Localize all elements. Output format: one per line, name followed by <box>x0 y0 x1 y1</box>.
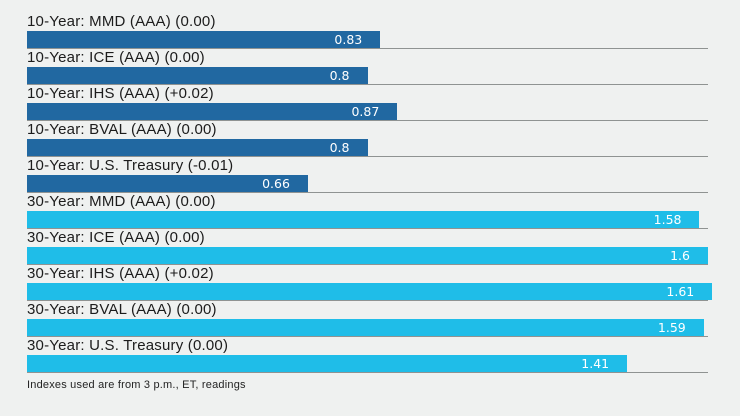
chart-row: 10-Year: MMD (AAA) (0.00) 0.83 <box>27 13 708 49</box>
bar: 0.87 <box>27 103 398 120</box>
chart-row: 30-Year: U.S. Treasury (0.00) 1.41 <box>27 337 708 373</box>
bar-track: 0.83 <box>27 31 708 49</box>
chart-rows: 10-Year: MMD (AAA) (0.00) 0.83 10-Year: IC… <box>27 13 740 373</box>
bar: 0.8 <box>27 139 368 156</box>
bar: 1.61 <box>27 283 713 300</box>
bar-category-label: 10-Year: U.S. Treasury (-0.01) <box>27 157 234 174</box>
chart-row: 30-Year: ICE (AAA) (0.00) 1.6 <box>27 229 708 265</box>
bar-track: 1.61 <box>27 283 713 301</box>
bar-track: 0.66 <box>27 175 708 193</box>
bar-category-label: 10-Year: ICE (AAA) (0.00) <box>27 49 205 66</box>
bar-value-label: 1.6 <box>670 248 690 263</box>
bar: 1.41 <box>27 355 628 372</box>
bar: 0.83 <box>27 31 381 48</box>
chart-row: 10-Year: IHS (AAA) (+0.02) 0.87 <box>27 85 708 121</box>
bar-value-label: 0.8 <box>329 68 350 83</box>
bar-value-label: 1.41 <box>581 356 610 371</box>
chart-row: 30-Year: IHS (AAA) (+0.02) 1.61 <box>27 265 713 301</box>
bar: 0.8 <box>27 67 368 84</box>
bar-category-label: 30-Year: MMD (AAA) (0.00) <box>27 193 216 210</box>
chart-row: 30-Year: BVAL (AAA) (0.00) 1.59 <box>27 301 708 337</box>
bar-value-label: 1.61 <box>666 284 695 299</box>
bar-track: 0.87 <box>27 103 708 121</box>
bar-category-label: 10-Year: IHS (AAA) (+0.02) <box>27 85 214 102</box>
bar-category-label: 30-Year: ICE (AAA) (0.00) <box>27 229 205 246</box>
bar-category-label: 10-Year: MMD (AAA) (0.00) <box>27 13 216 30</box>
bar: 1.6 <box>27 247 708 264</box>
bar-value-label: 1.59 <box>657 320 686 335</box>
bar-track: 1.58 <box>27 211 708 229</box>
chart-footnote: Indexes used are from 3 p.m., ET, readin… <box>27 379 246 391</box>
bar-track: 1.59 <box>27 319 708 337</box>
bar-value-label: 0.66 <box>262 176 290 191</box>
chart-row: 30-Year: MMD (AAA) (0.00) 1.58 <box>27 193 708 229</box>
bar-value-label: 0.83 <box>334 32 363 47</box>
bar-track: 0.8 <box>27 67 708 85</box>
bar-category-label: 30-Year: IHS (AAA) (+0.02) <box>27 265 214 282</box>
bar-track: 1.6 <box>27 247 708 265</box>
bar-category-label: 10-Year: BVAL (AAA) (0.00) <box>27 121 217 138</box>
bar-track: 1.41 <box>27 355 708 373</box>
chart-row: 10-Year: BVAL (AAA) (0.00) 0.8 <box>27 121 708 157</box>
bar: 1.58 <box>27 211 700 228</box>
bar-track: 0.8 <box>27 139 708 157</box>
bar-category-label: 30-Year: U.S. Treasury (0.00) <box>27 337 229 354</box>
bar-value-label: 1.58 <box>653 212 682 227</box>
bar: 1.59 <box>27 319 704 336</box>
chart-row: 10-Year: ICE (AAA) (0.00) 0.8 <box>27 49 708 85</box>
bar: 0.66 <box>27 175 308 192</box>
bar-value-label: 0.8 <box>329 140 350 155</box>
bar-category-label: 30-Year: BVAL (AAA) (0.00) <box>27 301 217 318</box>
bar-value-label: 0.87 <box>351 104 380 119</box>
chart-row: 10-Year: U.S. Treasury (-0.01) 0.66 <box>27 157 708 193</box>
